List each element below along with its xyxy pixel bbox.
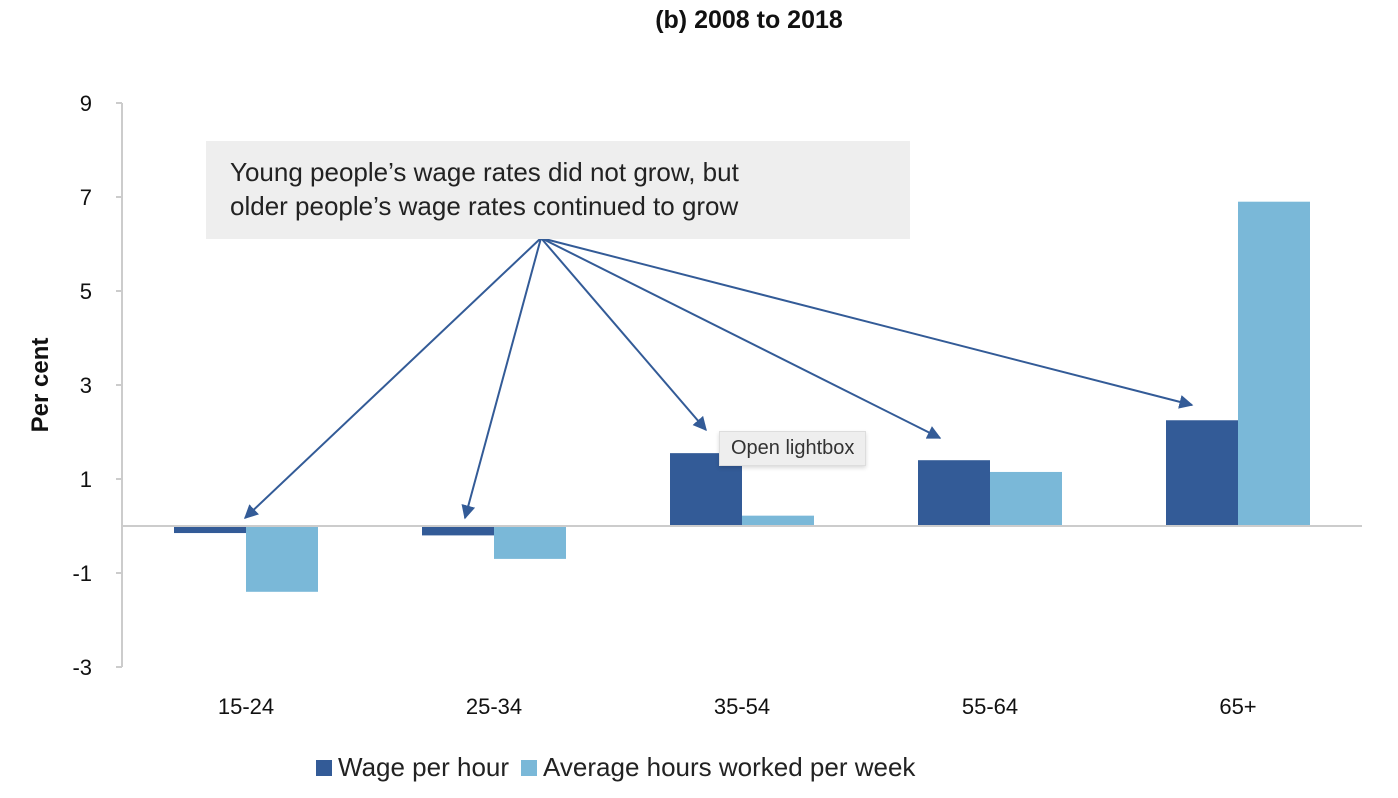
legend-swatch-hours [521,759,538,776]
legend-label-hours: Average hours worked per week [543,752,916,782]
y-tick-label: 3 [80,373,92,398]
y-tick-label: 1 [80,467,92,492]
annotation-arrow [461,237,542,520]
x-tick-label: 35-54 [714,694,770,719]
legend: Wage per hour Average hours worked per w… [316,752,915,783]
bar-hours [990,471,1062,526]
annotation-arrow [540,237,942,439]
open-lightbox-tooltip: Open lightbox [719,431,867,466]
annotation-box: Young people’s wage rates did not grow, … [206,141,910,239]
annotation-line: older people’s wage rates continued to g… [230,191,739,221]
bar-hours [742,515,814,526]
annotation-arrow [540,237,1194,409]
legend-swatch-wage [316,759,332,776]
annotation-arrow [243,237,542,519]
chart-title: (b) 2008 to 2018 [655,6,843,34]
annotation-line: Young people’s wage rates did not grow, … [230,157,739,187]
bar-hours [246,526,318,592]
bar-wage [918,460,990,526]
y-tick-label: -3 [72,655,92,680]
bar-wage [174,526,246,534]
y-tick-label: 9 [80,91,92,116]
x-tick-label: 65+ [1219,694,1256,719]
x-tick-label: 55-64 [962,694,1018,719]
bar-wage [1166,420,1238,526]
y-tick-label: -1 [72,561,92,586]
bar-wage [422,526,494,536]
y-axis-label: Per cent [27,338,54,433]
x-tick-label: 25-34 [466,694,522,719]
y-tick-label: 7 [80,185,92,210]
bar-hours [494,526,566,559]
bar-hours [1238,201,1310,526]
annotation-arrow [540,237,707,432]
x-tick-label: 15-24 [218,694,274,719]
legend-label-wage: Wage per hour [338,752,510,782]
y-tick-label: 5 [80,279,92,304]
